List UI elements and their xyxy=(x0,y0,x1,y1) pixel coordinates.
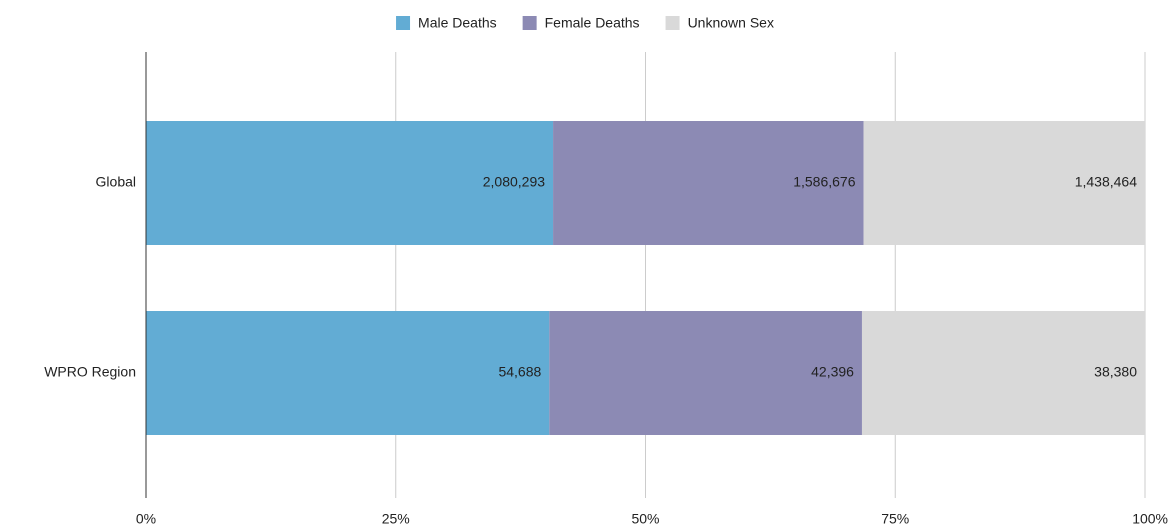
x-tick-label: 0% xyxy=(136,511,156,527)
bar-segment xyxy=(553,121,864,245)
legend-label: Male Deaths xyxy=(418,15,497,31)
legend-swatch xyxy=(396,16,411,30)
legend-label: Female Deaths xyxy=(545,15,640,31)
y-tick-label: Global xyxy=(96,174,136,190)
y-tick-label: WPRO Region xyxy=(44,364,136,380)
legend-label: Unknown Sex xyxy=(688,15,774,31)
data-label: 38,380 xyxy=(1094,364,1137,380)
data-label: 1,586,676 xyxy=(793,174,855,190)
bar-segment xyxy=(146,311,550,435)
x-tick-label: 25% xyxy=(382,511,410,527)
bar-segment xyxy=(861,311,1145,435)
x-tick-label: 75% xyxy=(881,511,909,527)
data-label: 54,688 xyxy=(498,364,541,380)
legend-swatch xyxy=(522,16,537,30)
bar-segment xyxy=(146,121,554,245)
data-label: 1,438,464 xyxy=(1075,174,1137,190)
legend-swatch xyxy=(665,16,680,30)
x-tick-label: 100% xyxy=(1132,511,1168,527)
bar-segment xyxy=(863,121,1145,245)
x-tick-label: 50% xyxy=(631,511,659,527)
data-label: 2,080,293 xyxy=(483,174,545,190)
bar-segment xyxy=(549,311,862,435)
data-label: 42,396 xyxy=(811,364,854,380)
